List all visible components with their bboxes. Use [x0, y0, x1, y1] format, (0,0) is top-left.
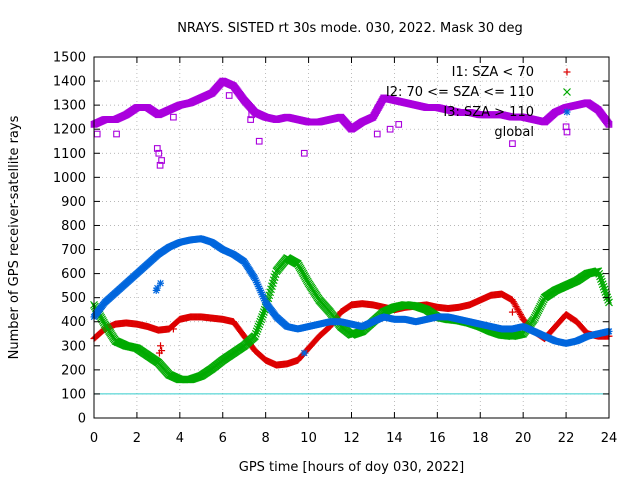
outlier-point — [170, 113, 177, 121]
data-point — [596, 272, 604, 281]
y-tick-label: 700 — [61, 243, 86, 258]
outlier-point — [93, 130, 101, 138]
y-tick-label: 1400 — [53, 75, 86, 90]
x-tick-label: 2 — [133, 431, 141, 446]
y-tick-label: 1000 — [53, 171, 86, 186]
x-tick-label: 16 — [429, 431, 446, 446]
outlier-point — [113, 130, 120, 138]
y-tick-label: 400 — [61, 315, 86, 330]
legend-marker — [563, 108, 571, 116]
x-tick-label: 4 — [176, 431, 184, 446]
outlier-point — [395, 121, 403, 128]
legend-label: I3: SZA > 110 — [443, 105, 534, 120]
outlier-point — [300, 349, 308, 357]
data-point — [258, 312, 267, 321]
legend-label: I2: 70 <= SZA <= 110 — [386, 85, 534, 100]
y-tick-label: 0 — [78, 412, 86, 427]
x-tick-label: 12 — [343, 431, 360, 446]
x-tick-label: 10 — [300, 431, 317, 446]
x-tick-label: 14 — [386, 431, 403, 446]
outlier-point — [157, 342, 165, 350]
data-point — [256, 317, 265, 326]
x-tick-label: 8 — [262, 431, 270, 446]
data-point — [255, 320, 264, 329]
data-point — [257, 315, 266, 324]
data-point — [252, 327, 261, 336]
outlier-point — [153, 284, 161, 292]
data-point — [601, 288, 610, 296]
y-tick-label: 800 — [61, 219, 86, 234]
data-point — [251, 329, 260, 338]
outlier-point — [169, 325, 177, 333]
data-point — [600, 285, 609, 294]
y-tick-label: 300 — [61, 339, 86, 354]
y-tick-label: 1500 — [53, 51, 86, 66]
y-tick-label: 1300 — [53, 99, 86, 114]
outlier-point — [255, 137, 263, 145]
x-tick-label: 24 — [601, 431, 618, 446]
y-tick-label: 1100 — [53, 147, 86, 162]
data-point — [251, 332, 259, 341]
outlier-point — [509, 140, 516, 147]
legend-marker — [563, 68, 571, 76]
data-points-layer — [90, 77, 613, 384]
series-1 — [90, 290, 613, 369]
data-point — [253, 325, 262, 333]
y-tick-label: 1200 — [53, 123, 86, 138]
outlier-point — [157, 279, 165, 287]
y-tick-label: 900 — [61, 195, 86, 210]
y-axis-label: Number of GPS receiver-satellite rays — [7, 115, 22, 359]
outlier-point — [373, 130, 381, 138]
x-tick-label: 6 — [219, 431, 227, 446]
data-point — [598, 280, 607, 289]
y-tick-label: 100 — [61, 387, 86, 402]
y-tick-label: 500 — [61, 291, 86, 306]
outlier-point — [508, 308, 516, 316]
chart-title: NRAYS. SISTED rt 30s mode. 030, 2022. Ma… — [177, 21, 523, 36]
data-point — [597, 277, 606, 286]
data-point — [599, 282, 608, 291]
outlier-point — [225, 92, 233, 99]
series-3 — [90, 235, 613, 357]
data-point — [259, 310, 267, 319]
x-tick-label: 18 — [472, 431, 489, 446]
legend-marker — [563, 88, 571, 96]
data-point — [594, 267, 603, 276]
y-tick-label: 200 — [61, 363, 86, 378]
x-axis-label: GPS time [hours of doy 030, 2022] — [239, 460, 464, 475]
data-point — [597, 275, 605, 283]
legend-label: I1: SZA < 70 — [452, 65, 534, 80]
y-tick-label: 600 — [61, 267, 86, 282]
x-tick-label: 0 — [90, 431, 98, 446]
data-point — [595, 269, 604, 278]
legend-label: global — [494, 125, 534, 140]
data-point — [254, 322, 263, 331]
x-tick-label: 20 — [515, 431, 532, 446]
x-tick-label: 22 — [558, 431, 575, 446]
outlier-point — [158, 347, 166, 355]
